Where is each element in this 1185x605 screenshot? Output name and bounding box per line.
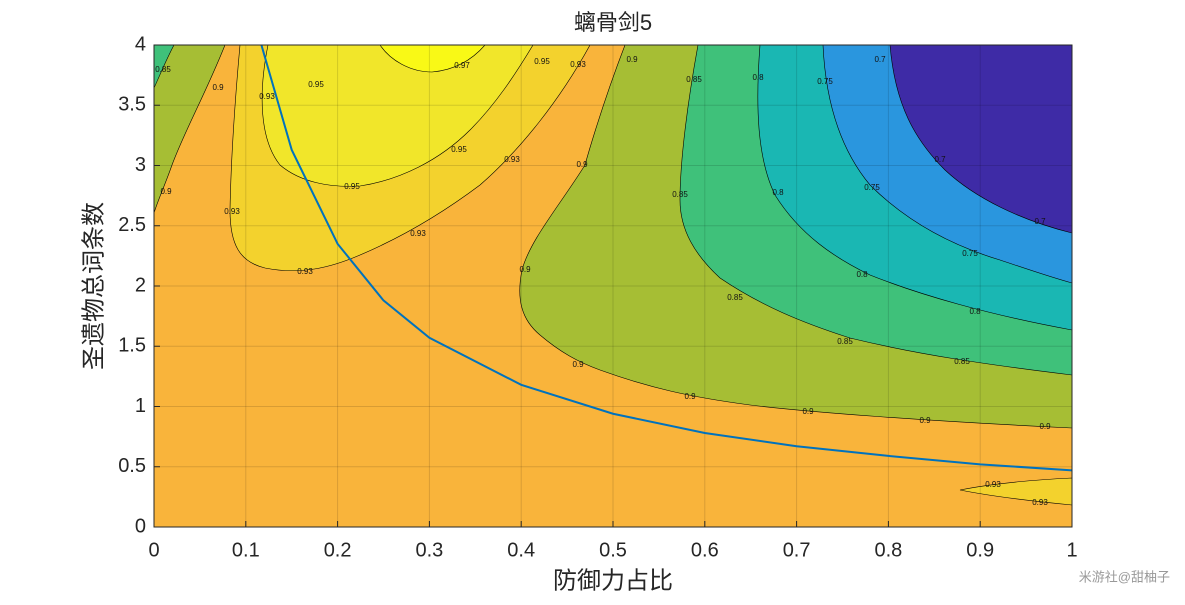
x-tick-label: 0.6 xyxy=(691,539,719,561)
x-tick-label: 0 xyxy=(148,539,159,561)
contour-label: 0.8 xyxy=(856,270,868,279)
y-tick-label: 2.5 xyxy=(118,214,146,236)
contour-label: 0.93 xyxy=(504,155,520,164)
contour-label: 0.9 xyxy=(519,265,531,274)
contour-label: 0.93 xyxy=(410,229,426,238)
x-tick-label: 1 xyxy=(1066,539,1077,561)
contour-label: 0.93 xyxy=(224,207,240,216)
contour-label: 0.85 xyxy=(837,337,853,346)
contour-region xyxy=(154,45,226,214)
contour-region xyxy=(959,477,1072,506)
x-tick-label: 0.1 xyxy=(232,539,260,561)
contour-label: 0.85 xyxy=(686,75,702,84)
contour-label: 0.85 xyxy=(155,65,171,74)
contour-region xyxy=(261,45,534,187)
y-tick-label: 3.5 xyxy=(118,94,146,116)
contour-region xyxy=(889,45,1072,234)
contour-label: 0.85 xyxy=(954,357,970,366)
contour-label: 0.9 xyxy=(160,187,172,196)
y-tick-label: 4 xyxy=(135,33,146,55)
contour-label: 0.85 xyxy=(672,190,688,199)
x-axis-label: 防御力占比 xyxy=(553,567,673,594)
contour-label: 0.75 xyxy=(962,249,978,258)
y-tick-label: 3 xyxy=(135,154,146,176)
x-tick-label: 0.4 xyxy=(507,539,535,561)
contour-label: 0.75 xyxy=(817,77,833,86)
contour-label: 0.85 xyxy=(727,293,743,302)
y-tick-label: 0 xyxy=(135,515,146,537)
contour-label: 0.95 xyxy=(534,57,550,66)
contour-label: 0.9 xyxy=(1039,422,1051,431)
contour-label: 0.93 xyxy=(1032,498,1048,507)
line-series xyxy=(260,45,1072,472)
contour-labels: 0.9 0.9 0.9 0.9 0.9 0.9 0.9 0.9 0.9 0.9 … xyxy=(155,55,1051,507)
y-tick-label: 0.5 xyxy=(118,455,146,477)
contour-label: 0.93 xyxy=(985,480,1001,489)
contour-label: 0.8 xyxy=(772,188,784,197)
contour-label: 0.9 xyxy=(684,392,696,401)
contour-label: 0.9 xyxy=(626,55,638,64)
contour-label: 0.7 xyxy=(1034,217,1046,226)
contour-label: 0.9 xyxy=(212,83,224,92)
contour-label: 0.93 xyxy=(297,267,313,276)
axes-box xyxy=(153,44,1073,528)
contour-label: 0.9 xyxy=(802,407,814,416)
y-axis-label: 圣遗物总词条数 xyxy=(80,202,107,370)
contour-label: 0.95 xyxy=(451,145,467,154)
contour-label: 0.8 xyxy=(969,307,981,316)
x-tick-label: 0.2 xyxy=(324,539,352,561)
x-tick-label: 0.3 xyxy=(415,539,443,561)
contour-label: 0.97 xyxy=(454,61,470,70)
watermark: 米游社@甜柚子 xyxy=(1079,569,1170,584)
contour-regions xyxy=(154,45,1072,506)
contour-label: 0.9 xyxy=(572,360,584,369)
y-tick-label: 1.5 xyxy=(118,335,146,357)
x-tick-label: 0.9 xyxy=(966,539,994,561)
chart-title: 螭骨剑5 xyxy=(574,10,652,35)
contour-label: 0.93 xyxy=(570,60,586,69)
y-tick-label: 2 xyxy=(135,274,146,296)
contour-label: 0.8 xyxy=(752,73,764,82)
contour-label: 0.95 xyxy=(344,182,360,191)
contour-label: 0.75 xyxy=(864,183,880,192)
contour-label: 0.9 xyxy=(576,160,588,169)
x-tick-label: 0.5 xyxy=(599,539,627,561)
contour-region xyxy=(379,45,486,73)
contour-label: 0.95 xyxy=(308,80,324,89)
contour-label: 0.93 xyxy=(259,92,275,101)
y-tick-label: 1 xyxy=(135,395,146,417)
contour-label: 0.7 xyxy=(874,55,886,64)
x-tick-label: 0.8 xyxy=(874,539,902,561)
x-tick-label: 0.7 xyxy=(783,539,811,561)
contour-label: 0.9 xyxy=(919,416,931,425)
contour-label: 0.7 xyxy=(934,155,946,164)
